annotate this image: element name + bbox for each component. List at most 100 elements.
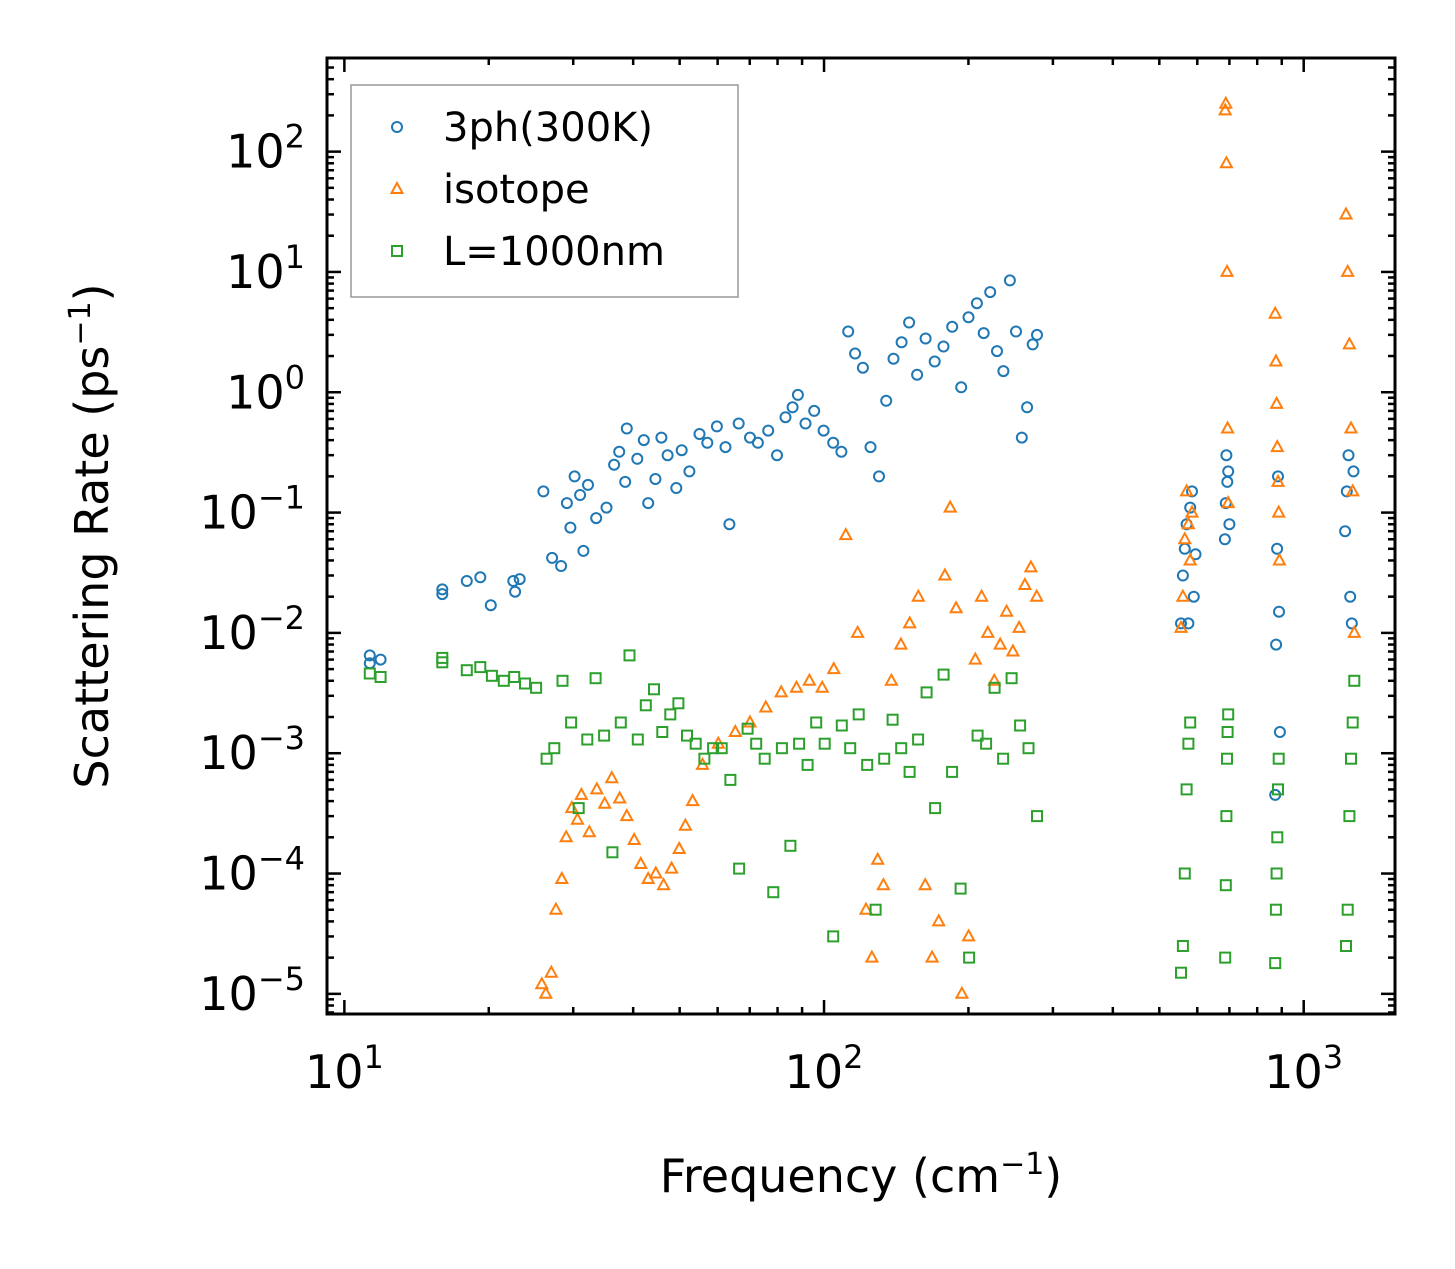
data-point — [582, 824, 597, 838]
data-point — [1345, 752, 1357, 765]
data-point — [1031, 328, 1043, 341]
data-point — [878, 752, 891, 765]
data-point — [474, 661, 487, 674]
data-point — [993, 636, 1008, 650]
y-tick-label: 100 — [226, 358, 305, 419]
data-point — [895, 336, 908, 349]
data-point — [374, 671, 387, 683]
x-tick-label: 101 — [305, 1038, 384, 1099]
data-point — [852, 708, 865, 721]
data-point — [946, 765, 959, 778]
data-point — [508, 671, 521, 683]
legend: 3ph(300K) isotope L=1000nm — [350, 84, 739, 298]
data-point — [818, 737, 831, 750]
data-point — [1343, 810, 1356, 823]
data-point — [861, 758, 874, 771]
data-point — [548, 742, 561, 755]
data-point — [664, 860, 679, 874]
data-point — [758, 752, 771, 765]
data-point — [849, 347, 862, 360]
data-point — [1271, 504, 1286, 518]
series-2 — [363, 649, 1361, 979]
data-point — [1221, 495, 1236, 509]
data-point — [827, 930, 840, 943]
data-point — [1342, 336, 1357, 350]
data-point — [1272, 783, 1284, 796]
data-point — [1031, 810, 1043, 823]
data-point — [1218, 95, 1233, 109]
data-point — [1340, 940, 1352, 952]
data-point — [963, 951, 976, 964]
data-point — [1175, 588, 1191, 602]
data-point — [1220, 810, 1233, 823]
data-point — [436, 588, 449, 601]
legend-label-3ph: 3ph(300K) — [443, 105, 653, 151]
data-point — [880, 394, 893, 407]
data-point — [1219, 155, 1234, 169]
data-point — [637, 434, 650, 447]
data-point — [460, 575, 473, 587]
data-point — [590, 512, 603, 525]
data-point — [1347, 465, 1360, 478]
data-point — [1021, 401, 1034, 414]
data-point — [928, 355, 941, 368]
data-point — [559, 829, 574, 843]
data-point — [642, 497, 655, 510]
data-point — [548, 901, 564, 915]
data-point — [1342, 449, 1355, 462]
data-point — [864, 441, 877, 454]
data-point — [884, 672, 899, 686]
data-point — [1180, 783, 1193, 796]
data-point — [589, 672, 602, 685]
data-point — [799, 417, 812, 430]
data-point — [631, 452, 644, 465]
data-point — [991, 345, 1003, 358]
data-point — [678, 817, 693, 831]
data-point — [903, 316, 916, 329]
data-point — [827, 436, 840, 449]
data-point — [984, 286, 997, 299]
data-point — [887, 352, 900, 365]
data-point — [710, 420, 723, 433]
data-point — [546, 551, 559, 564]
data-point — [537, 485, 550, 498]
data-point — [1272, 752, 1285, 765]
data-point — [1222, 708, 1235, 721]
data-point — [902, 615, 917, 629]
data-point — [1271, 542, 1284, 555]
data-point — [850, 624, 865, 638]
data-point — [661, 449, 674, 462]
data-point — [555, 560, 568, 572]
data-point — [815, 679, 830, 693]
data-point — [1269, 957, 1282, 970]
data-point — [436, 651, 449, 664]
data-point — [1341, 903, 1354, 916]
data-point — [1345, 483, 1360, 497]
legend-label-isotope: isotope — [443, 167, 590, 213]
data-point — [612, 790, 627, 804]
data-point — [485, 669, 498, 682]
data-point — [999, 603, 1014, 617]
data-point — [1273, 726, 1286, 738]
data-point — [509, 585, 522, 598]
data-point — [1268, 305, 1283, 319]
data-point — [715, 742, 728, 755]
data-point — [1270, 638, 1283, 651]
data-point — [912, 733, 925, 746]
data-point — [436, 583, 449, 596]
data-point — [675, 444, 688, 457]
data-point — [1343, 420, 1359, 434]
data-point — [997, 752, 1010, 765]
data-point — [513, 573, 526, 586]
data-point — [681, 729, 693, 742]
data-point — [771, 449, 783, 462]
data-point — [1173, 619, 1189, 633]
data-point — [1181, 516, 1196, 530]
data-point — [895, 742, 908, 755]
x-tick-label: 102 — [785, 1038, 864, 1099]
data-point — [886, 713, 899, 726]
data-point — [1270, 867, 1283, 880]
data-point — [931, 913, 946, 927]
data-point — [1340, 263, 1355, 277]
data-point — [1026, 338, 1039, 351]
